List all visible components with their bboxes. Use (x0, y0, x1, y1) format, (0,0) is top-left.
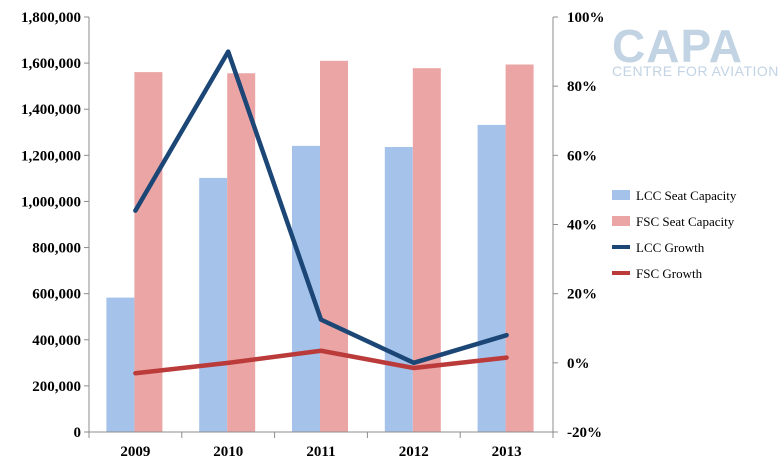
bar-lcc-seat-capacity-2013 (477, 124, 506, 433)
y-left-tick-label: 1,400,000 (21, 102, 81, 118)
plot-area: 0 200,000 400,000 600,000 800,000 1,000,000 1,… (21, 10, 605, 460)
y-left-tick-label: 1,800,000 (21, 10, 81, 26)
bar-fsc-seat-capacity-2011 (320, 60, 348, 433)
logo-main-text: CAPA (612, 20, 743, 72)
bar-fsc-seat-capacity-2013 (505, 64, 534, 432)
y-right-tick-label: 80% (567, 79, 597, 95)
line-fsc-growth (133, 348, 509, 376)
y-right-tick-label: 20% (567, 287, 597, 303)
bar-lcc-seat-capacity-2010 (199, 177, 228, 432)
y-left-tick-label: 800,000 (32, 241, 81, 257)
y-right-tick-label: 0% (567, 356, 590, 372)
bar-lcc-seat-capacity-2009 (106, 297, 135, 432)
y-left-tick-label: 200,000 (32, 379, 81, 395)
legend-label-1: FSC Seat Capacity (636, 214, 735, 229)
bar-fsc-seat-capacity-2010 (227, 73, 256, 432)
bar-fsc-seat-capacity-2009 (134, 72, 163, 432)
x-tick-label: 2010 (213, 444, 243, 460)
x-tick-label: 2013 (492, 444, 522, 460)
x-tick-label: 2012 (399, 444, 429, 460)
y-left-tick-label: 1,600,000 (21, 56, 81, 72)
y-left-tick-label: 600,000 (32, 287, 81, 303)
y-left-tick-label: 0 (74, 425, 82, 441)
bar-lcc-seat-capacity-2011 (292, 145, 320, 432)
bar-fsc-seat-capacity-2012 (412, 68, 441, 432)
legend-label-3: FSC Growth (636, 266, 703, 281)
y-left-tick-label: 1,000,000 (21, 194, 81, 210)
legend-swatch-0 (612, 190, 630, 200)
y-right-tick-label: -20% (567, 425, 602, 441)
x-tick-label: 2009 (120, 444, 150, 460)
bar-lcc-seat-capacity-2012 (384, 147, 413, 433)
y-right-tick-label: 60% (567, 148, 597, 164)
legend: LCC Seat Capacity FSC Seat Capacity LCC Gr… (612, 188, 737, 281)
legend-swatch-1 (612, 216, 630, 226)
legend-label-0: LCC Seat Capacity (636, 188, 737, 203)
y-left-tick-label: 400,000 (32, 333, 81, 349)
y-right-tick-label: 100% (567, 10, 605, 26)
legend-label-2: LCC Growth (636, 240, 705, 255)
logo-sub-text: CENTRE FOR AVIATION (612, 63, 779, 79)
x-tick-label: 2011 (306, 444, 335, 460)
capa-logo: CAPA CENTRE FOR AVIATION (612, 20, 779, 79)
y-right-tick-label: 40% (567, 218, 597, 234)
line-lcc-growth (133, 49, 509, 366)
y-left-tick-label: 1,200,000 (21, 148, 81, 164)
